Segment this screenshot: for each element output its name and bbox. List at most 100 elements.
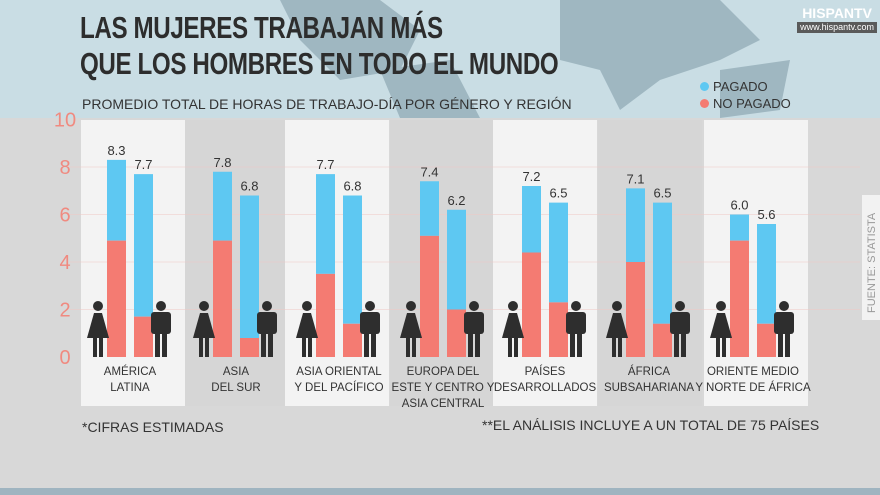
- bar-paid-mujer: [107, 159, 126, 241]
- category-label: Y NORTE DE ÁFRICA: [695, 381, 811, 394]
- chart-subtitle: PROMEDIO TOTAL DE HORAS DE TRABAJO-DÍA P…: [82, 96, 572, 112]
- bar-unpaid-hombre: [343, 323, 362, 357]
- bar-paid-mujer: [522, 186, 541, 253]
- category-label: AMÉRICA: [104, 365, 157, 378]
- bar-total-label: 8.3: [107, 143, 125, 158]
- bar-paid-hombre: [653, 202, 672, 324]
- category-label: DEL SUR: [211, 382, 260, 394]
- region-panel: [390, 120, 494, 406]
- bar-total-label: 6.0: [730, 198, 748, 213]
- bar-paid-hombre: [549, 202, 568, 303]
- bar-paid-hombre: [757, 224, 776, 324]
- bar-unpaid-mujer: [107, 240, 126, 357]
- bar-unpaid-mujer: [730, 240, 749, 357]
- bar-unpaid-hombre: [653, 323, 672, 357]
- bar-unpaid-hombre: [549, 302, 568, 357]
- region-panel: [704, 120, 808, 406]
- man-icon: [151, 301, 171, 357]
- bar-total-label: 7.2: [522, 169, 540, 184]
- bar-total-label: 7.8: [213, 155, 231, 170]
- bar-total-label: 6.2: [447, 193, 465, 208]
- woman-icon: [502, 301, 524, 357]
- title-line-2: QUE LOS HOMBRES EN TODO EL MUNDO: [80, 46, 559, 81]
- legend-item-paid: PAGADO: [700, 78, 791, 95]
- bar-paid-mujer: [420, 181, 439, 236]
- woman-icon: [87, 301, 109, 357]
- woman-icon: [296, 301, 318, 357]
- y-tick-label: 6: [59, 205, 70, 227]
- footnote-countries: **EL ANÁLISIS INCLUYE A UN TOTAL DE 75 P…: [482, 417, 820, 433]
- bar-unpaid-hombre: [447, 309, 466, 357]
- y-tick-label: 10: [54, 110, 76, 132]
- category-label: ASIA CENTRAL: [402, 398, 485, 410]
- bar-paid-mujer: [626, 188, 645, 262]
- woman-icon: [710, 301, 732, 357]
- category-label: PAÍSES: [525, 365, 566, 378]
- bar-unpaid-mujer: [420, 235, 439, 357]
- bar-paid-hombre: [134, 174, 153, 317]
- logo-url: www.hispantv.com: [797, 22, 877, 33]
- bar-paid-hombre: [447, 209, 466, 310]
- bar-total-label: 7.1: [626, 171, 644, 186]
- bar-total-label: 6.5: [653, 186, 671, 201]
- logo-text: HISPANTV: [802, 5, 872, 21]
- legend-label: PAGADO: [713, 79, 768, 94]
- region-panel: [493, 120, 597, 406]
- woman-icon: [193, 301, 215, 357]
- source-label: FUENTE: STATISTA: [866, 212, 878, 313]
- bottom-strip: [0, 488, 880, 495]
- man-icon: [670, 301, 690, 357]
- category-label: ÁFRICA: [628, 365, 671, 378]
- footnote-estimates: *CIFRAS ESTIMADAS: [82, 419, 224, 435]
- source-tab: FUENTE: STATISTA: [862, 195, 880, 320]
- category-label: LATINA: [110, 382, 150, 394]
- bar-paid-hombre: [240, 195, 259, 338]
- region-panel: [81, 120, 185, 406]
- bar-total-label: 7.4: [420, 164, 438, 179]
- bar-unpaid-hombre: [240, 338, 259, 357]
- title-line-1: LAS MUJERES TRABAJAN MÁS: [80, 10, 443, 45]
- bar-unpaid-mujer: [626, 262, 645, 357]
- bar-unpaid-mujer: [316, 273, 335, 357]
- world-map-graphic: [280, 0, 790, 118]
- bar-total-label: 5.6: [757, 207, 775, 222]
- paid-dot-icon: [700, 82, 709, 91]
- bar-total-label: 7.7: [316, 157, 334, 172]
- bar-total-label: 7.7: [134, 157, 152, 172]
- man-icon: [464, 301, 484, 357]
- y-tick-label: 0: [59, 347, 70, 369]
- bar-paid-mujer: [316, 174, 335, 274]
- region-panel: [285, 120, 389, 406]
- category-label: ASIA ORIENTAL: [296, 366, 382, 378]
- category-label: DESARROLLADOS: [494, 382, 597, 394]
- category-label: Y DEL PACÍFICO: [294, 381, 383, 394]
- woman-icon: [400, 301, 422, 357]
- unpaid-dot-icon: [700, 99, 709, 108]
- region-panel: [185, 120, 289, 406]
- man-icon: [360, 301, 380, 357]
- region-panel: [598, 120, 702, 406]
- bar-total-label: 6.8: [343, 179, 361, 194]
- bar-unpaid-hombre: [134, 316, 153, 357]
- bar-total-label: 6.8: [240, 179, 258, 194]
- page-title: LAS MUJERES TRABAJAN MÁS QUE LOS HOMBRES …: [80, 10, 559, 82]
- legend: PAGADO NO PAGADO: [700, 78, 791, 112]
- hispantv-logo: HISPANTV www.hispantv.com: [797, 5, 877, 33]
- map-header-background: [0, 0, 880, 118]
- y-tick-label: 2: [59, 300, 70, 322]
- man-icon: [257, 301, 277, 357]
- bar-unpaid-mujer: [522, 252, 541, 357]
- bar-paid-mujer: [730, 214, 749, 241]
- man-icon: [566, 301, 586, 357]
- woman-icon: [606, 301, 628, 357]
- category-label: EUROPA DEL: [407, 366, 480, 378]
- bar-unpaid-mujer: [213, 240, 232, 357]
- category-label: ORIENTE MEDIO: [707, 366, 799, 378]
- bar-total-label: 6.5: [549, 186, 567, 201]
- y-tick-label: 8: [59, 157, 70, 179]
- category-label: ASIA: [223, 366, 250, 378]
- bar-unpaid-hombre: [757, 323, 776, 357]
- bar-paid-mujer: [213, 171, 232, 241]
- legend-item-unpaid: NO PAGADO: [700, 95, 791, 112]
